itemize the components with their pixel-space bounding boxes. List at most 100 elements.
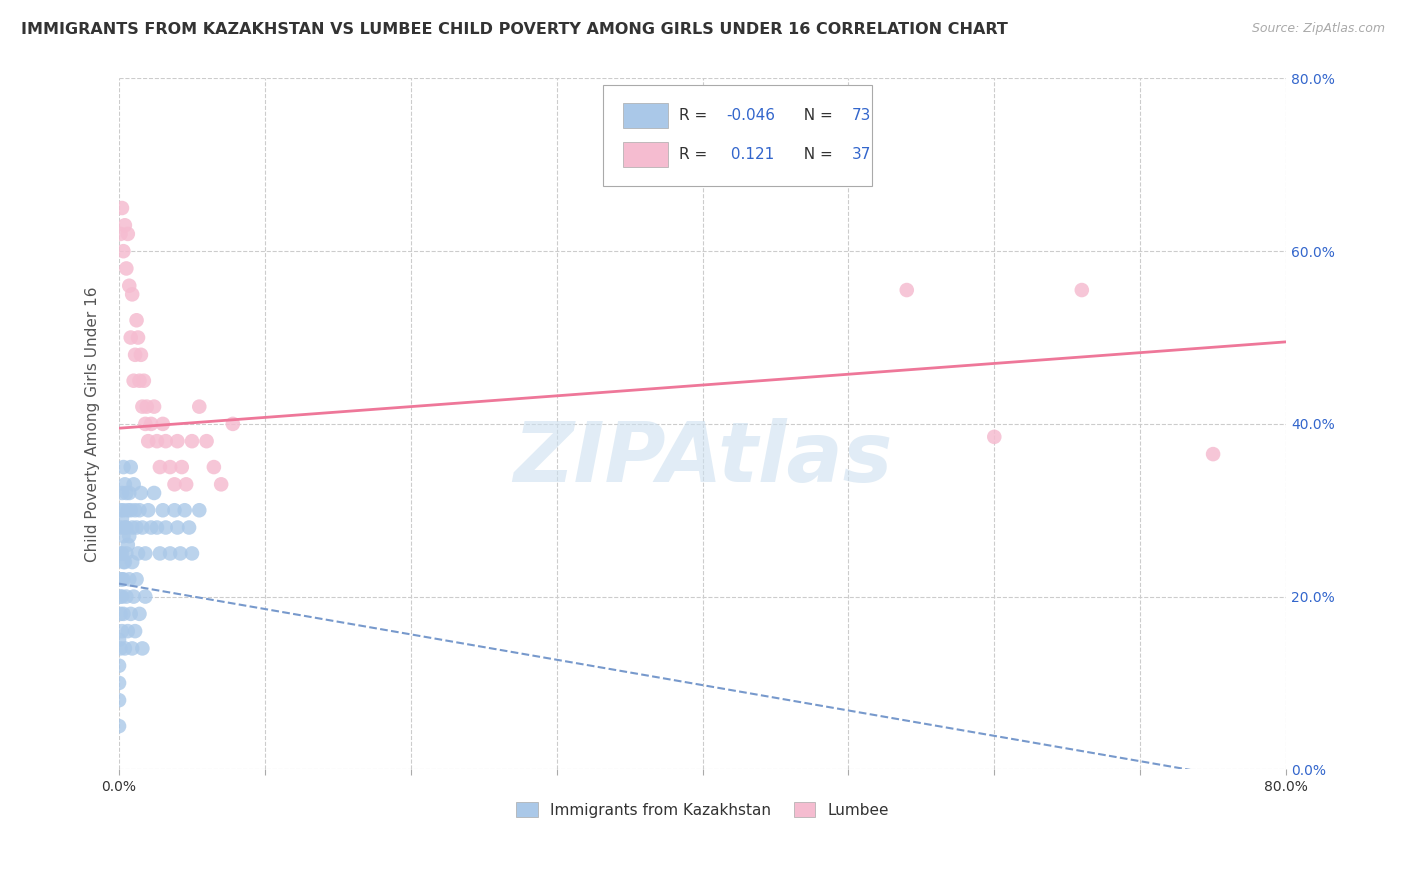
Point	[222, 417, 245, 431]
Point	[110, 520, 132, 534]
Point	[111, 624, 134, 639]
Point	[181, 434, 204, 449]
Point	[112, 529, 135, 543]
Point	[146, 520, 169, 534]
Point	[118, 486, 141, 500]
Point	[117, 503, 139, 517]
Point	[128, 607, 150, 621]
Point	[131, 520, 153, 534]
Point	[112, 244, 135, 259]
Point	[112, 29, 135, 43]
Point	[188, 503, 211, 517]
Point	[111, 546, 134, 560]
Point	[112, 572, 135, 586]
Point	[125, 520, 148, 534]
Point	[152, 417, 174, 431]
Text: N =: N =	[793, 108, 837, 122]
Point	[121, 555, 143, 569]
Point	[132, 374, 155, 388]
Point	[127, 330, 149, 344]
Point	[174, 477, 197, 491]
Point	[135, 400, 157, 414]
Point	[146, 434, 169, 449]
Point	[159, 460, 181, 475]
Text: 0.121: 0.121	[725, 147, 775, 162]
Point	[112, 460, 135, 475]
Point	[177, 520, 200, 534]
Point	[120, 503, 142, 517]
Point	[125, 572, 148, 586]
Text: 73: 73	[852, 108, 872, 122]
Point	[128, 503, 150, 517]
Point	[120, 330, 142, 344]
Point	[114, 520, 136, 534]
Point	[143, 400, 166, 414]
Point	[136, 434, 159, 449]
Point	[131, 400, 153, 414]
Point	[108, 693, 131, 707]
Point	[149, 460, 172, 475]
Point	[136, 503, 159, 517]
Point	[120, 607, 142, 621]
Point	[110, 227, 132, 241]
Point	[896, 283, 918, 297]
Text: -0.046: -0.046	[725, 108, 775, 122]
Point	[118, 572, 141, 586]
Point	[124, 624, 146, 639]
Point	[169, 546, 191, 560]
Point	[983, 430, 1005, 444]
Point	[111, 201, 134, 215]
Point	[143, 486, 166, 500]
Point	[117, 227, 139, 241]
Point	[155, 434, 177, 449]
Point	[129, 348, 152, 362]
Point	[181, 546, 204, 560]
Point	[159, 546, 181, 560]
Y-axis label: Child Poverty Among Girls Under 16: Child Poverty Among Girls Under 16	[86, 286, 100, 562]
Point	[115, 590, 138, 604]
Point	[110, 572, 132, 586]
Point	[111, 512, 134, 526]
Point	[152, 503, 174, 517]
Point	[115, 486, 138, 500]
Point	[127, 546, 149, 560]
Point	[118, 278, 141, 293]
Point	[125, 313, 148, 327]
Point	[114, 219, 136, 233]
Point	[117, 624, 139, 639]
Point	[149, 546, 172, 560]
Point	[1070, 283, 1092, 297]
Text: ZIPAtlas: ZIPAtlas	[513, 418, 893, 499]
Point	[115, 261, 138, 276]
Point	[163, 477, 186, 491]
Point	[110, 590, 132, 604]
Text: 37: 37	[852, 147, 872, 162]
Point	[155, 520, 177, 534]
Point	[163, 503, 186, 517]
Point	[121, 641, 143, 656]
FancyBboxPatch shape	[603, 86, 872, 186]
Point	[209, 477, 232, 491]
Point	[114, 641, 136, 656]
Text: R =: R =	[679, 108, 713, 122]
Point	[110, 641, 132, 656]
Point	[117, 538, 139, 552]
FancyBboxPatch shape	[623, 103, 668, 128]
Point	[202, 460, 225, 475]
Point	[134, 546, 156, 560]
Point	[134, 417, 156, 431]
Point	[108, 719, 131, 733]
Point	[170, 460, 193, 475]
Point	[111, 590, 134, 604]
Point	[122, 374, 145, 388]
Point	[112, 555, 135, 569]
Point	[114, 555, 136, 569]
Point	[1202, 447, 1225, 461]
Point	[139, 417, 162, 431]
Point	[110, 546, 132, 560]
Point	[166, 520, 188, 534]
Point	[166, 434, 188, 449]
Point	[195, 434, 218, 449]
Point	[131, 641, 153, 656]
Point	[173, 503, 195, 517]
